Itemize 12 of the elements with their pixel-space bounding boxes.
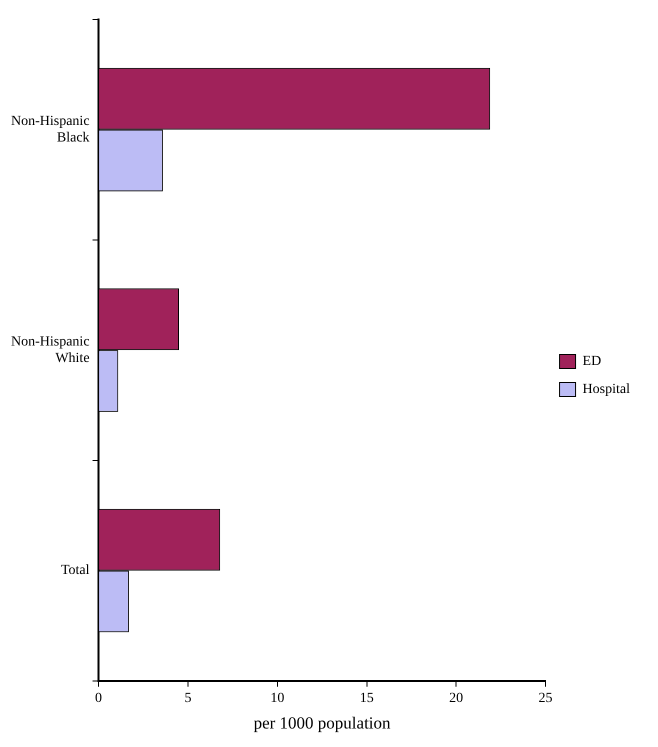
x-tick-label: 15	[360, 690, 374, 706]
y-tick-label: Total	[60, 563, 90, 578]
x-tick-label: 20	[449, 690, 464, 706]
x-tick-label: 0	[95, 690, 102, 706]
x-axis-title: per 1000 population	[254, 713, 392, 732]
x-tick-label: 5	[184, 690, 192, 706]
x-tick-label: 10	[270, 690, 284, 706]
legend-label: Hospital	[582, 382, 630, 398]
y-tick-label: Non-Hispanic Black	[10, 114, 90, 146]
x-tick-label: 25	[538, 690, 553, 706]
legend-label: ED	[582, 354, 602, 370]
y-tick-label: Non-Hispanic White	[10, 334, 90, 366]
